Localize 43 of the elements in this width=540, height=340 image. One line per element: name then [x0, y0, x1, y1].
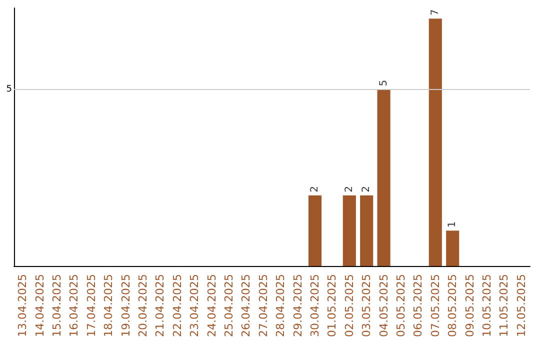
- x-tick-label: 13.04.2025: [16, 274, 30, 338]
- bar: [428, 18, 442, 266]
- x-tick-label: 22.04.2025: [170, 274, 184, 338]
- x-tick-label: 25.04.2025: [222, 274, 236, 338]
- x-tick-label: 18.04.2025: [102, 274, 116, 338]
- x-tick-label: 06.05.2025: [412, 274, 425, 338]
- bar: [360, 195, 374, 266]
- data-label: 2: [310, 186, 320, 192]
- x-tick-label: 24.04.2025: [205, 274, 218, 338]
- x-tick-label: 12.05.2025: [514, 274, 528, 338]
- x-tick-label: 02.05.2025: [342, 274, 356, 338]
- x-tick-label: 30.04.2025: [308, 274, 322, 338]
- x-tick-label: 10.05.2025: [480, 274, 494, 338]
- x-tick-label: 05.05.2025: [394, 274, 408, 338]
- x-tick-label: 29.04.2025: [291, 274, 304, 338]
- x-tick-label: 16.04.2025: [68, 274, 81, 338]
- x-tick-label: 17.04.2025: [84, 274, 98, 338]
- x-tick-label: 20.04.2025: [136, 274, 150, 338]
- x-tick-label: 27.04.2025: [256, 274, 270, 338]
- x-tick-label: 15.04.2025: [50, 274, 64, 338]
- data-label: 7: [430, 9, 441, 16]
- x-tick-label: 19.04.2025: [119, 274, 132, 338]
- x-tick-label: 04.05.2025: [377, 274, 390, 338]
- bar: [377, 89, 390, 266]
- x-tick-label: 26.04.2025: [240, 274, 253, 338]
- ref-line-label: 5: [6, 84, 12, 94]
- data-label: 2: [344, 186, 355, 192]
- x-tick-label: 11.05.2025: [498, 274, 511, 338]
- data-label: 2: [361, 186, 372, 192]
- data-label: 5: [378, 80, 390, 86]
- bar: [446, 230, 460, 266]
- x-tick-label: 01.05.2025: [326, 274, 339, 338]
- x-tick-label: 08.05.2025: [446, 274, 460, 338]
- x-tick-label: 07.05.2025: [428, 274, 442, 338]
- x-tick-label: 23.04.2025: [188, 274, 202, 338]
- x-tick-label: 09.05.2025: [463, 274, 476, 338]
- x-tick-label: 21.04.2025: [154, 274, 167, 338]
- x-tick-label: 28.04.2025: [274, 274, 288, 338]
- x-tick-label: 03.05.2025: [360, 274, 374, 338]
- bar: [342, 195, 356, 266]
- bar: [308, 195, 322, 266]
- data-label: 1: [447, 221, 458, 228]
- x-tick-label: 14.04.2025: [33, 274, 46, 338]
